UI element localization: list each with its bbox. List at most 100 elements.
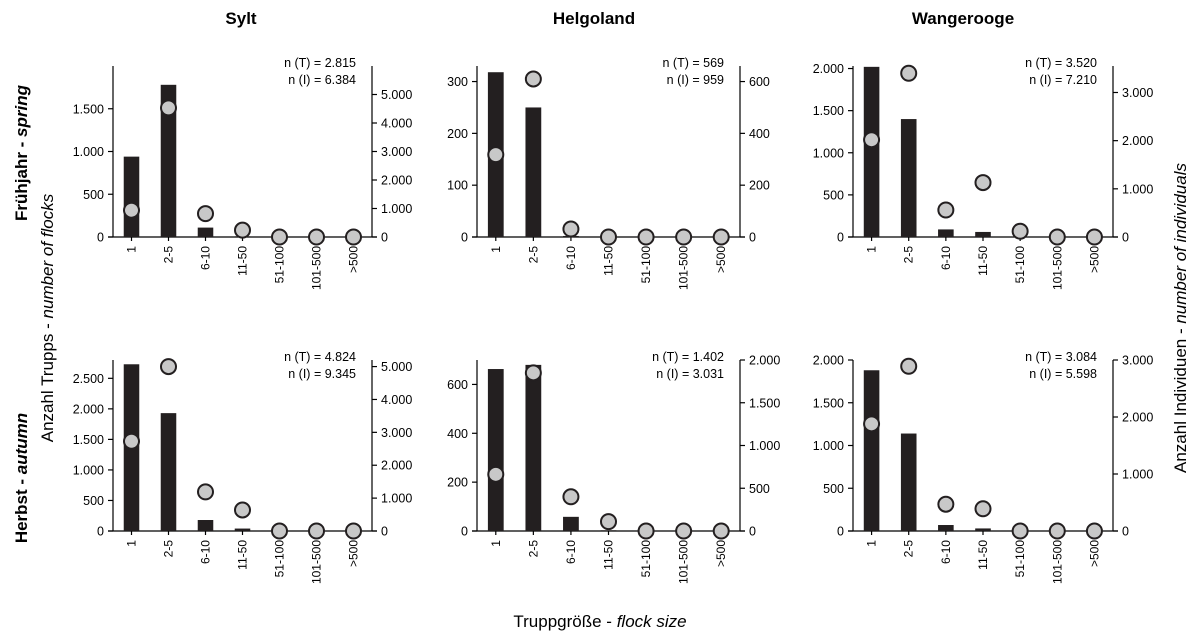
y-left-tick-label: 0	[837, 231, 844, 245]
x-tick-label: 101-500	[677, 540, 691, 584]
column-title-helgoland: Helgoland	[553, 9, 635, 28]
x-tick-label: 101-500	[677, 246, 691, 290]
y-right-tick-label: 2.000	[1122, 134, 1153, 148]
row-label-spring-sep: -	[12, 137, 31, 152]
x-tick-label: 2-5	[162, 246, 176, 264]
bar-wangerooge-spring-3	[975, 231, 991, 237]
panel-annotation-n-t: n (T) = 569	[663, 56, 725, 70]
point-wangerooge-autumn-6	[1085, 522, 1103, 540]
row-label-autumn-de: Herbst	[12, 489, 31, 543]
point-wangerooge-spring-2	[937, 201, 955, 219]
x-tick-label: 6-10	[939, 246, 953, 270]
y-left-tick-label: 500	[823, 188, 844, 202]
point-helgoland-spring-2	[562, 220, 580, 238]
point-sylt-autumn-1	[160, 358, 177, 376]
x-tick-label: 11-50	[976, 246, 990, 276]
point-wangerooge-autumn-3	[974, 500, 992, 518]
point-helgoland-autumn-4	[637, 522, 655, 540]
x-tick-label: 2-5	[526, 540, 540, 558]
x-tick-label: >500	[1087, 540, 1101, 567]
y-left-tick-label: 200	[447, 476, 468, 490]
x-tick-label: 51-100	[1013, 246, 1027, 284]
point-helgoland-spring-1	[524, 70, 542, 88]
panel-annotation-n-i: n (I) = 6.384	[288, 73, 356, 87]
y-right-tick-label: 4.000	[381, 117, 412, 131]
point-wangerooge-autumn-1	[900, 357, 918, 375]
panel-annotation-n-i: n (I) = 7.210	[1029, 73, 1097, 87]
bar-sylt-autumn-2	[197, 520, 214, 531]
point-sylt-spring-5	[308, 228, 325, 246]
x-tick-label: >500	[714, 540, 728, 567]
bar-wangerooge-autumn-3	[975, 528, 991, 531]
x-tick-label: 11-50	[602, 246, 616, 276]
panel-annotation-n-i: n (I) = 3.031	[656, 367, 724, 381]
y-right-tick-label: 5.000	[381, 88, 412, 102]
y-left-tick-label: 500	[823, 482, 844, 496]
point-sylt-autumn-0	[123, 432, 140, 450]
y-left-label-sep: -	[38, 318, 57, 333]
point-wangerooge-spring-5	[1048, 228, 1066, 246]
y-left-tick-label: 1.500	[813, 104, 844, 118]
column-title-sylt: Sylt	[225, 9, 257, 28]
x-tick-label: >500	[714, 246, 728, 273]
point-sylt-autumn-5	[308, 522, 325, 540]
bar-helgoland-spring-1	[525, 107, 542, 237]
y-left-tick-label: 500	[83, 188, 104, 202]
panel-annotation-n-t: n (T) = 3.084	[1025, 350, 1097, 364]
y-right-tick-label: 1.500	[749, 396, 780, 410]
point-helgoland-autumn-2	[562, 488, 580, 506]
point-helgoland-autumn-3	[600, 513, 617, 531]
x-tick-label: 51-100	[273, 246, 287, 284]
x-label-sep: -	[602, 612, 617, 631]
x-tick-label: 1	[489, 246, 503, 253]
row-label-autumn-sep: -	[12, 474, 31, 489]
x-tick-label: 1	[489, 540, 503, 547]
x-label-en: flock size	[617, 612, 687, 631]
y-right-tick-label: 0	[1122, 525, 1129, 539]
row-label-spring: Frühjahr - spring	[12, 84, 31, 221]
x-tick-label: 51-100	[273, 540, 287, 578]
bar-sylt-autumn-1	[160, 413, 177, 531]
y-right-tick-label: 4.000	[381, 393, 412, 407]
x-tick-label: 51-100	[639, 246, 653, 284]
point-sylt-spring-1	[160, 99, 177, 117]
x-label-de: Truppgröße	[513, 612, 601, 631]
y-left-tick-label: 2.000	[813, 354, 844, 368]
x-tick-label: 11-50	[236, 246, 250, 276]
point-sylt-spring-0	[123, 201, 140, 219]
bar-wangerooge-spring-0	[863, 66, 880, 237]
row-label-spring-de: Frühjahr	[12, 152, 31, 221]
y-left-tick-label: 1.000	[813, 439, 844, 453]
point-sylt-spring-3	[234, 221, 251, 239]
row-label-autumn: Herbst - autumn	[12, 413, 31, 543]
point-wangerooge-spring-1	[900, 64, 918, 82]
point-wangerooge-autumn-2	[937, 495, 955, 513]
bar-helgoland-autumn-1	[525, 364, 542, 531]
y-right-tick-label: 3.000	[1122, 86, 1153, 100]
point-helgoland-spring-0	[487, 146, 505, 164]
x-tick-label: 6-10	[939, 540, 953, 564]
bar-sylt-spring-2	[197, 227, 214, 237]
y-left-label-de: Anzahl Trupps	[38, 334, 57, 443]
y-right-tick-label: 1.000	[1122, 182, 1153, 196]
point-sylt-autumn-3	[234, 501, 251, 519]
y-right-tick-label: 2.000	[381, 174, 412, 188]
point-wangerooge-spring-3	[974, 174, 992, 192]
x-axis-label: Truppgröße - flock size	[513, 612, 686, 631]
point-sylt-spring-4	[271, 228, 288, 246]
y-right-tick-label: 2.000	[381, 459, 412, 473]
y-left-tick-label: 500	[83, 494, 104, 508]
point-helgoland-spring-5	[675, 228, 693, 246]
x-tick-label: 2-5	[162, 540, 176, 558]
y-right-tick-label: 500	[749, 482, 770, 496]
y-left-tick-label: 2.500	[73, 372, 104, 386]
bar-helgoland-autumn-0	[487, 369, 504, 531]
y-left-tick-label: 100	[447, 179, 468, 193]
y-right-tick-label: 1.000	[381, 492, 412, 506]
x-tick-label: 101-500	[310, 540, 324, 584]
x-tick-label: 1	[125, 540, 139, 547]
x-tick-label: >500	[347, 246, 361, 273]
x-tick-label: >500	[1087, 246, 1101, 273]
bar-sylt-spring-0	[123, 156, 140, 237]
y-left-tick-label: 600	[447, 378, 468, 392]
